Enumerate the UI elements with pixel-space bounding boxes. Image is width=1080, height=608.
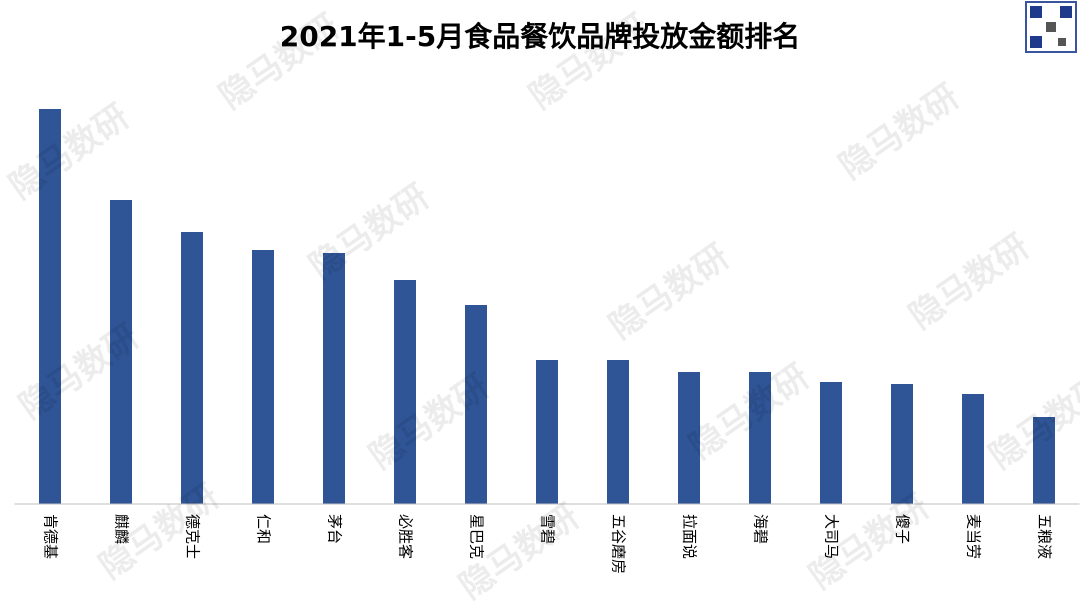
x-tick-label: 麒麟 xyxy=(113,514,131,544)
bar xyxy=(323,253,345,504)
bar xyxy=(891,384,913,504)
x-tick-label: 肯德基 xyxy=(42,514,60,559)
x-tick-label: 星巴克 xyxy=(468,514,486,559)
x-tick-label: 雪碧 xyxy=(539,514,557,544)
watermark: 隐马数研 xyxy=(602,237,736,348)
bar xyxy=(1033,417,1055,504)
watermark: 隐马数研 xyxy=(2,97,136,208)
bar xyxy=(465,305,487,504)
chart-title: 2021年1-5月食品餐饮品牌投放金额排名 xyxy=(280,20,801,53)
watermark: 隐马数研 xyxy=(832,77,966,188)
bar xyxy=(607,360,629,504)
x-tick-label: 傻子 xyxy=(894,514,912,544)
x-tick-label: 五谷磨房 xyxy=(610,514,628,574)
bar xyxy=(181,232,203,504)
bar xyxy=(962,394,984,504)
x-tick-label: 麦当劳 xyxy=(965,514,983,559)
x-tick-label: 茅台 xyxy=(326,514,344,544)
x-tick-label: 德克士 xyxy=(184,514,202,559)
qr-code xyxy=(1025,1,1077,53)
bar xyxy=(39,109,61,504)
x-tick-label: 必胜客 xyxy=(397,514,415,559)
bar xyxy=(749,372,771,504)
watermark: 隐马数研 xyxy=(302,177,436,288)
watermark: 隐马数研 xyxy=(982,367,1080,478)
bar xyxy=(394,280,416,504)
bar xyxy=(110,200,132,504)
x-tick-label: 拉面说 xyxy=(681,514,699,559)
x-tick-label: 海碧 xyxy=(752,514,770,544)
bar xyxy=(536,360,558,504)
bar xyxy=(820,382,842,504)
x-tick-label: 大司马 xyxy=(823,514,841,559)
bar xyxy=(252,250,274,504)
x-tick-label: 五粮液 xyxy=(1036,514,1054,559)
x-tick-label: 仁和 xyxy=(255,514,273,544)
watermark: 隐马数研 xyxy=(902,227,1036,338)
bar xyxy=(678,372,700,504)
